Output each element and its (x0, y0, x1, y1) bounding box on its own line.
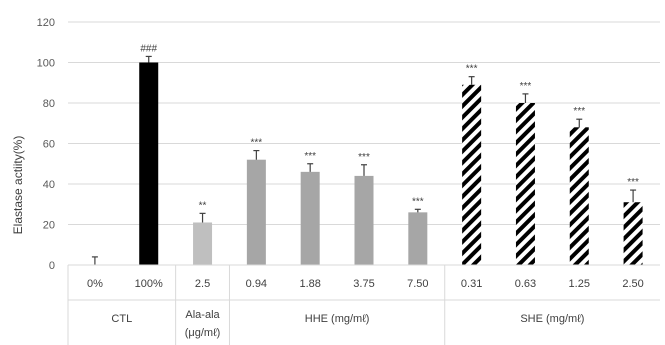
y-axis-label: Elastase actiity(%) (11, 136, 25, 235)
significance-label: *** (466, 64, 478, 75)
x-tick-label: 0% (87, 278, 103, 290)
bar-100% (139, 62, 159, 265)
y-tick-label: 0 (49, 260, 55, 272)
x-tick-label: 0.94 (246, 278, 267, 290)
x-tick-label: 1.88 (299, 278, 320, 290)
bar-1.88 (300, 171, 320, 265)
bar-0.94 (246, 159, 266, 265)
significance-label: *** (251, 138, 263, 149)
bar-0.31 (462, 84, 482, 266)
y-tick-label: 80 (43, 98, 55, 110)
bar-1.25 (569, 127, 589, 265)
x-tick-label: 2.50 (622, 278, 643, 290)
significance-label: ** (199, 200, 207, 211)
bar-2.5 (193, 222, 213, 265)
x-tick-label: 0.31 (461, 278, 482, 290)
bar-3.75 (354, 175, 374, 265)
bar-2.50 (623, 202, 643, 265)
bar-0.63 (515, 103, 535, 265)
group-label: (μg/mℓ) (185, 327, 221, 339)
x-tick-label: 0.63 (515, 278, 536, 290)
significance-label: *** (627, 177, 639, 188)
significance-label: *** (520, 81, 532, 92)
bar-7.50 (408, 212, 428, 265)
x-tick-label: 2.5 (195, 278, 210, 290)
y-tick-label: 60 (43, 139, 55, 151)
y-tick-label: 120 (37, 17, 55, 29)
significance-label: *** (358, 152, 370, 163)
group-label: HHE (mg/mℓ) (305, 313, 370, 325)
significance-label: *** (412, 196, 424, 207)
x-tick-label: 3.75 (353, 278, 374, 290)
group-label: SHE (mg/mℓ) (520, 313, 584, 325)
significance-label: *** (573, 106, 585, 117)
y-tick-labels: 0 20 40 60 80 100 120 (37, 17, 55, 272)
y-tick-label: 100 (37, 58, 55, 70)
bars: ###******** ****************** (91, 43, 643, 266)
y-tick-label: 40 (43, 179, 55, 191)
x-axis-table: 0% 100% 2.5 0.94 1.88 3.75 7.50 0.31 0.63 1.25 2.5… (67, 264, 660, 345)
x-tick-label: 7.50 (407, 278, 428, 290)
group-label: Ala-ala (185, 309, 220, 321)
x-tick-label: 100% (135, 278, 163, 290)
significance-label: *** (304, 151, 316, 162)
y-tick-label: 20 (43, 220, 55, 232)
significance-label: ### (140, 43, 157, 54)
x-tick-label: 1.25 (569, 278, 590, 290)
group-label: CTL (111, 313, 132, 325)
